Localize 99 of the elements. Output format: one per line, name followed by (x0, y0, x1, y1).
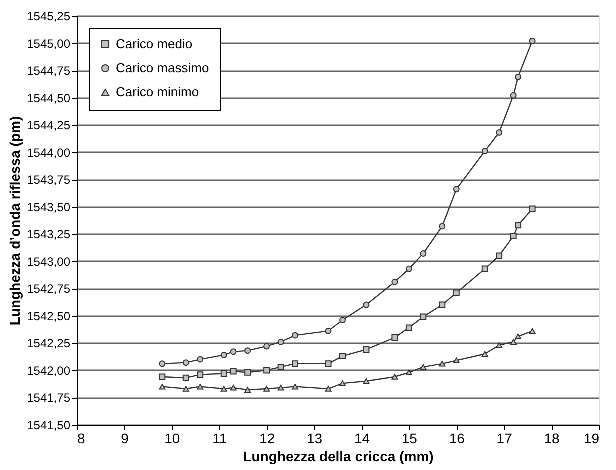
x-tick-label: 11 (212, 430, 228, 446)
y-tick-label: 1541,75 (27, 391, 71, 406)
y-tick-label: 1545,25 (27, 10, 71, 24)
point (264, 367, 270, 374)
point (292, 384, 299, 390)
point (264, 343, 270, 350)
point (325, 360, 332, 368)
x-tick-label: 16 (449, 430, 466, 446)
point (529, 328, 536, 334)
point (392, 278, 398, 286)
x-tick-label: 19 (584, 430, 600, 446)
point (159, 360, 166, 368)
y-axis-title: Lunghezza d’onda riflessa (pm) (7, 116, 24, 326)
point (182, 360, 190, 366)
point (278, 385, 284, 391)
point (392, 374, 398, 380)
y-tick-label: 1543,25 (27, 228, 71, 242)
point (482, 266, 488, 272)
point (406, 324, 412, 332)
point (292, 332, 299, 339)
point (244, 348, 252, 354)
point (159, 374, 166, 380)
point (515, 334, 522, 340)
legend-label: Carico minimo (116, 84, 200, 100)
point (325, 386, 332, 392)
y-tick-label: 1542,25 (27, 336, 71, 351)
legend-label: Carico massimo (116, 60, 210, 76)
y-tick-label: 1541,50 (27, 418, 71, 432)
point (230, 385, 237, 391)
point (363, 346, 370, 353)
point (292, 360, 299, 368)
point (453, 186, 460, 193)
point (230, 348, 237, 356)
point (510, 339, 517, 345)
point (439, 223, 446, 230)
point (197, 372, 204, 378)
point (340, 380, 346, 386)
point (182, 374, 190, 382)
point (453, 358, 460, 364)
y-tick-label: 1542,00 (27, 364, 71, 378)
y-tick-label: 1544,75 (27, 64, 71, 78)
point (278, 338, 284, 346)
point (496, 342, 503, 348)
y-tick-label: 1543,75 (27, 173, 71, 188)
point (439, 302, 446, 308)
y-tick-label: 1544,00 (27, 146, 71, 160)
point (439, 361, 446, 367)
x-tick-label: 12 (260, 430, 276, 446)
point (340, 317, 346, 324)
point (420, 364, 427, 370)
x-tick-label: 15 (402, 430, 418, 446)
y-tick-label: 1542,75 (27, 282, 71, 296)
x-tick-label: 8 (78, 430, 86, 446)
y-tick-label: 1543,50 (27, 200, 71, 214)
x-tick-label: 17 (496, 430, 513, 446)
point (406, 266, 412, 272)
point (482, 351, 488, 357)
point (453, 290, 460, 296)
point (244, 387, 252, 393)
point (159, 384, 166, 390)
legend-label: Carico medio (116, 36, 193, 52)
y-tick-label: 1543,00 (27, 254, 71, 269)
y-tick-label: 1544,25 (27, 118, 71, 133)
y-tick-label: 1545,00 (27, 36, 71, 51)
point (420, 314, 427, 320)
x-tick-label: 18 (544, 430, 560, 446)
point (197, 384, 204, 390)
point (510, 92, 517, 99)
point (230, 368, 237, 375)
point (515, 74, 522, 80)
point (420, 250, 427, 257)
point (278, 364, 284, 370)
x-tick-label: 14 (354, 430, 370, 446)
y-tick-label: 1544,50 (27, 91, 71, 106)
point (197, 356, 204, 363)
point (529, 38, 536, 44)
x-axis-title: Lunghezza della cricca (mm) (243, 448, 434, 464)
point (510, 233, 517, 240)
point (244, 369, 252, 376)
point (325, 328, 332, 334)
point (482, 148, 488, 154)
point (363, 378, 370, 384)
y-tick-label: 1542,50 (27, 309, 71, 324)
point (264, 386, 270, 392)
point (220, 370, 228, 377)
x-tick-label: 10 (164, 430, 180, 446)
point (220, 386, 228, 392)
point (340, 353, 346, 360)
point (182, 386, 190, 392)
point (220, 352, 228, 358)
point (496, 252, 503, 260)
point (392, 334, 398, 341)
point (529, 206, 536, 212)
point (406, 370, 412, 376)
point (496, 129, 503, 136)
x-tick-label: 9 (121, 430, 130, 446)
x-tick-label: 13 (306, 430, 323, 446)
point (363, 302, 370, 308)
point (515, 222, 522, 229)
